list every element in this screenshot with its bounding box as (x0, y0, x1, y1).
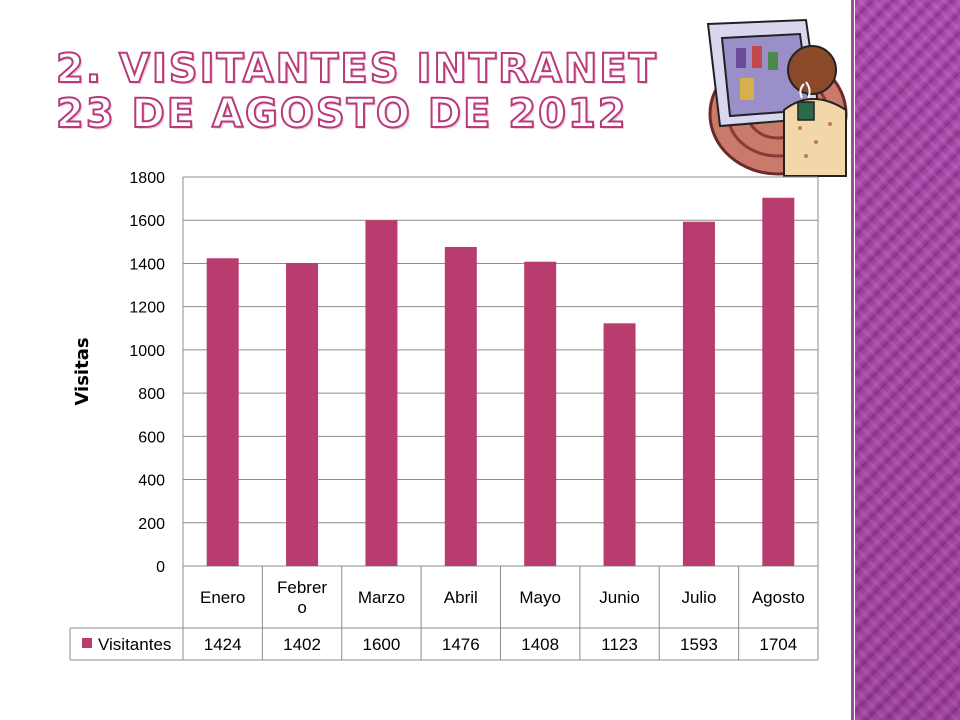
x-tick-label: Enero (200, 588, 245, 607)
data-table-value: 1402 (283, 635, 321, 654)
y-tick-label: 1800 (129, 170, 165, 187)
y-tick-label: 400 (138, 473, 165, 490)
bar (682, 221, 715, 567)
x-tick-label: Marzo (358, 588, 405, 607)
x-tick-label: Abril (444, 588, 478, 607)
bar (286, 263, 319, 566)
slide-title: 2. VISITANTES INTRANET 23 DE AGOSTO DE 2… (55, 46, 658, 138)
y-tick-label: 800 (138, 386, 165, 403)
bar (524, 261, 557, 566)
x-tick-label: o (297, 598, 306, 617)
x-tick-label: Agosto (752, 588, 805, 607)
side-divider-line (851, 0, 854, 720)
data-table-value: 1408 (521, 635, 559, 654)
decorative-side-panel (855, 0, 960, 720)
legend-key (82, 638, 92, 648)
legend-series-name: Visitantes (98, 635, 171, 654)
bar (603, 323, 636, 566)
x-tick-label: Mayo (519, 588, 561, 607)
bar (444, 247, 477, 566)
y-tick-label: 1200 (129, 300, 165, 317)
x-tick-label: Febrer (277, 578, 327, 597)
bar (206, 258, 239, 566)
data-table-value: 1123 (601, 635, 638, 654)
data-table-value: 1600 (363, 635, 401, 654)
y-tick-label: 1000 (129, 343, 165, 360)
bar (365, 220, 398, 566)
y-axis-title: Visitas (72, 337, 93, 405)
y-tick-label: 0 (156, 559, 165, 576)
clipart-computer-user-icon (706, 18, 848, 177)
data-table-value: 1593 (680, 635, 718, 654)
x-tick-label: Junio (599, 588, 640, 607)
bar (762, 197, 795, 566)
y-tick-label: 200 (138, 516, 165, 533)
x-tick-label: Julio (681, 588, 716, 607)
y-tick-label: 1600 (129, 213, 165, 230)
data-table-value: 1704 (759, 635, 797, 654)
y-tick-label: 1400 (129, 256, 165, 273)
data-table-value: 1424 (204, 635, 242, 654)
y-tick-label: 600 (138, 429, 165, 446)
data-table-value: 1476 (442, 635, 480, 654)
